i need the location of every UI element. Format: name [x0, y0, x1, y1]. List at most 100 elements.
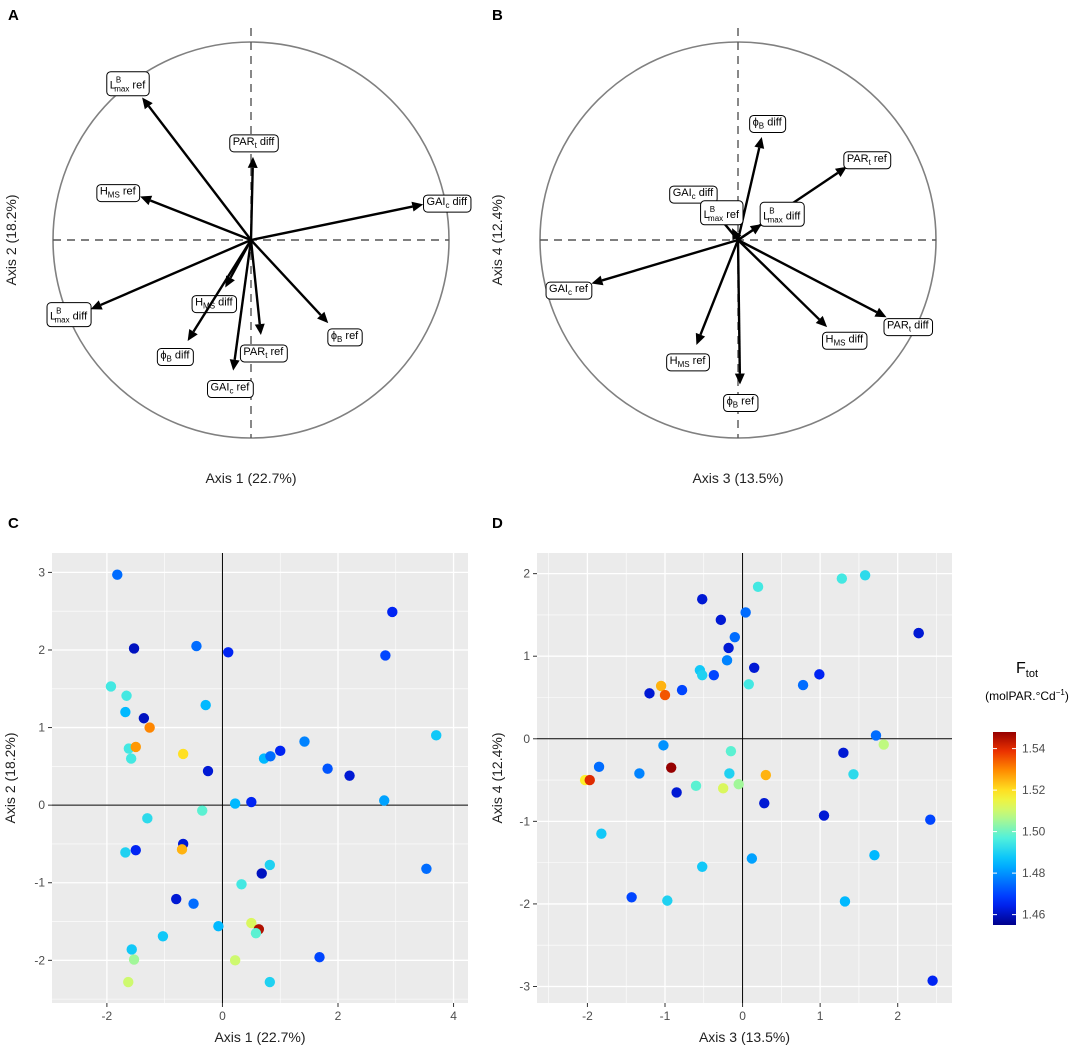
data-point: [740, 607, 751, 618]
data-point: [431, 730, 442, 741]
label-text: HMS ref: [100, 186, 137, 200]
label-main: ϕ: [753, 116, 759, 128]
label-sub: B: [733, 401, 738, 410]
vector-arrow-head: [749, 224, 762, 235]
label-text: HMS ref: [670, 355, 707, 369]
data-point: [697, 861, 708, 872]
data-point: [848, 769, 859, 780]
x-axis-title: Axis 3 (13.5%): [699, 1029, 790, 1045]
label-box: [423, 194, 472, 213]
label-sub: t: [255, 141, 258, 150]
data-point: [142, 813, 153, 824]
data-point: [344, 770, 355, 781]
y-tick-label: -1: [34, 876, 45, 890]
data-point: [120, 706, 131, 718]
label-box: [207, 380, 254, 399]
label-main: GAI: [673, 187, 692, 199]
label-main: L: [704, 209, 710, 221]
vector-arrow-line: [249, 239, 261, 325]
vector-arrow-head: [254, 323, 265, 336]
label-suffix: ref: [342, 330, 359, 342]
data-point: [913, 627, 924, 639]
data-point: [171, 893, 182, 905]
data-point: [752, 581, 764, 593]
label-suffix: ref: [738, 396, 755, 408]
vector-arrow-line: [737, 239, 821, 321]
label-main: GAI: [427, 196, 446, 208]
variable-label: GAIc ref: [207, 380, 254, 399]
variable-label: HMS ref: [666, 353, 710, 372]
vector-arrow-line: [736, 239, 742, 374]
x-tick-label: 2: [894, 1009, 901, 1023]
label-box: [96, 184, 141, 203]
label-box: [822, 331, 868, 350]
panel-letter: D: [492, 515, 503, 532]
data-point: [626, 892, 637, 903]
label-suffix: diff: [257, 136, 275, 148]
label-text: PARt diff: [233, 136, 276, 150]
vector-arrow-head: [411, 201, 424, 212]
data-point: [256, 868, 267, 879]
data-point: [197, 805, 208, 816]
data-point: [128, 643, 140, 654]
vector-arrow-head: [695, 332, 706, 345]
label-box: [883, 318, 934, 337]
data-point: [130, 844, 141, 856]
label-main: L: [50, 311, 56, 323]
label-box: [106, 71, 150, 97]
label-suffix: diff: [449, 196, 467, 208]
label-text: GAIc diff: [427, 196, 468, 210]
data-point: [250, 927, 262, 939]
data-point: [157, 931, 169, 942]
data-point: [814, 669, 825, 680]
x-axis-title: Axis 1 (22.7%): [214, 1029, 305, 1045]
label-suffix: ref: [120, 186, 137, 198]
vector-arrow-line: [249, 167, 254, 241]
label-sub: t: [869, 158, 872, 167]
panel-letter: A: [8, 7, 19, 24]
label-suffix: ref: [267, 346, 284, 358]
label-sub: MS: [108, 191, 120, 200]
vector-arrow-head: [732, 228, 742, 241]
data-point: [121, 690, 132, 701]
legend-units-close: ): [1065, 689, 1069, 703]
label-box: [666, 353, 710, 372]
panel-letter: C: [8, 515, 19, 532]
label-text: PARt ref: [847, 153, 888, 167]
vector-arrow-head: [229, 359, 240, 371]
vector-arrow-head: [140, 195, 153, 206]
label-sub: MS: [833, 338, 845, 347]
data-point: [229, 955, 241, 966]
data-point: [662, 895, 673, 906]
label-suffix: ref: [871, 153, 888, 165]
data-point: [869, 850, 880, 861]
data-point: [836, 573, 848, 584]
data-point: [176, 844, 188, 855]
label-text: HMS diff: [826, 333, 864, 347]
vector-arrow-line: [100, 238, 252, 307]
vector-arrow-line: [192, 239, 253, 333]
y-axis-title: Axis 4 (12.4%): [489, 194, 505, 285]
data-point: [878, 739, 889, 750]
data-point: [246, 796, 257, 808]
data-point: [264, 976, 276, 988]
label-box: [843, 151, 892, 170]
label-sub: c: [229, 387, 233, 396]
data-point: [676, 684, 688, 696]
label-sup: B: [116, 76, 121, 85]
vector-arrow-head: [187, 329, 198, 341]
x-tick-label: 0: [739, 1009, 746, 1023]
label-main: H: [826, 333, 834, 345]
legend-title: Ftot: [1016, 660, 1038, 680]
data-point: [659, 689, 671, 701]
label-suffix: diff: [215, 297, 233, 309]
data-point: [760, 769, 772, 781]
vector-arrow-line: [149, 199, 252, 242]
x-axis-title: Axis 3 (13.5%): [692, 470, 783, 486]
y-axis-title: Axis 2 (18.2%): [3, 194, 19, 285]
legend-units-main: (molPAR.°Cd: [985, 689, 1056, 703]
data-point: [717, 783, 729, 794]
label-suffix: diff: [70, 311, 88, 323]
